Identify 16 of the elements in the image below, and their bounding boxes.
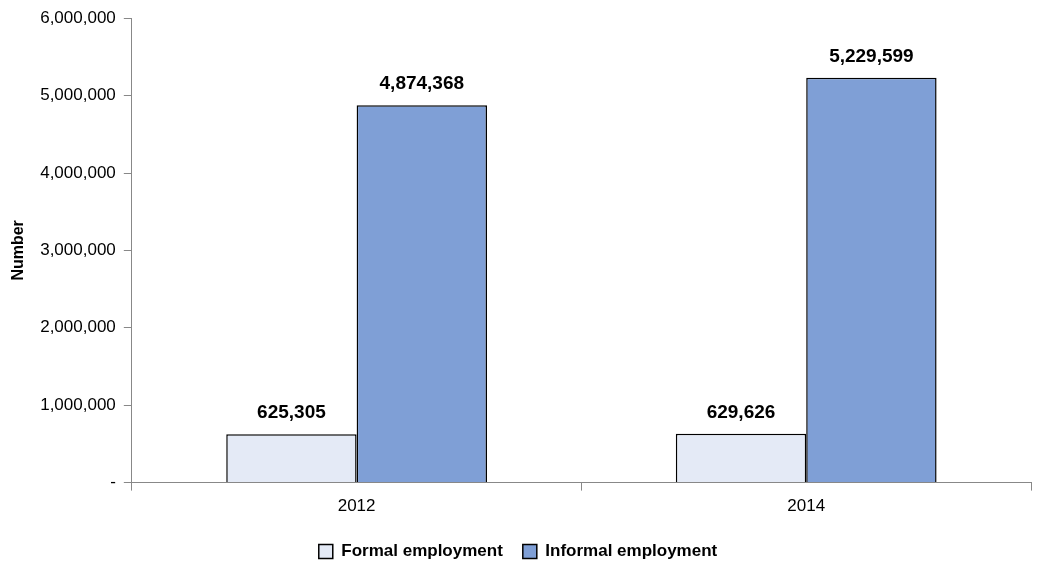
y-axis-title: Number	[9, 220, 27, 281]
y-tick-label: 5,000,000	[40, 85, 116, 105]
y-tick-label: 1,000,000	[40, 394, 116, 414]
x-tick-label: 2012	[337, 496, 376, 516]
y-tick-label: 6,000,000	[40, 7, 116, 27]
legend-label: Informal employment	[545, 541, 718, 561]
y-tick-label: 2,000,000	[40, 317, 116, 337]
legend-label: Formal employment	[341, 541, 504, 561]
data-label: 4,874,368	[379, 72, 465, 94]
data-label: 629,626	[706, 400, 776, 422]
y-tick-label: 3,000,000	[40, 240, 116, 260]
x-tick-label: 2014	[787, 496, 826, 516]
y-tick-label: 4,000,000	[40, 162, 116, 182]
data-label: 625,305	[257, 400, 327, 422]
y-tick-label: -	[110, 472, 116, 492]
data-label: 5,229,599	[829, 44, 914, 66]
